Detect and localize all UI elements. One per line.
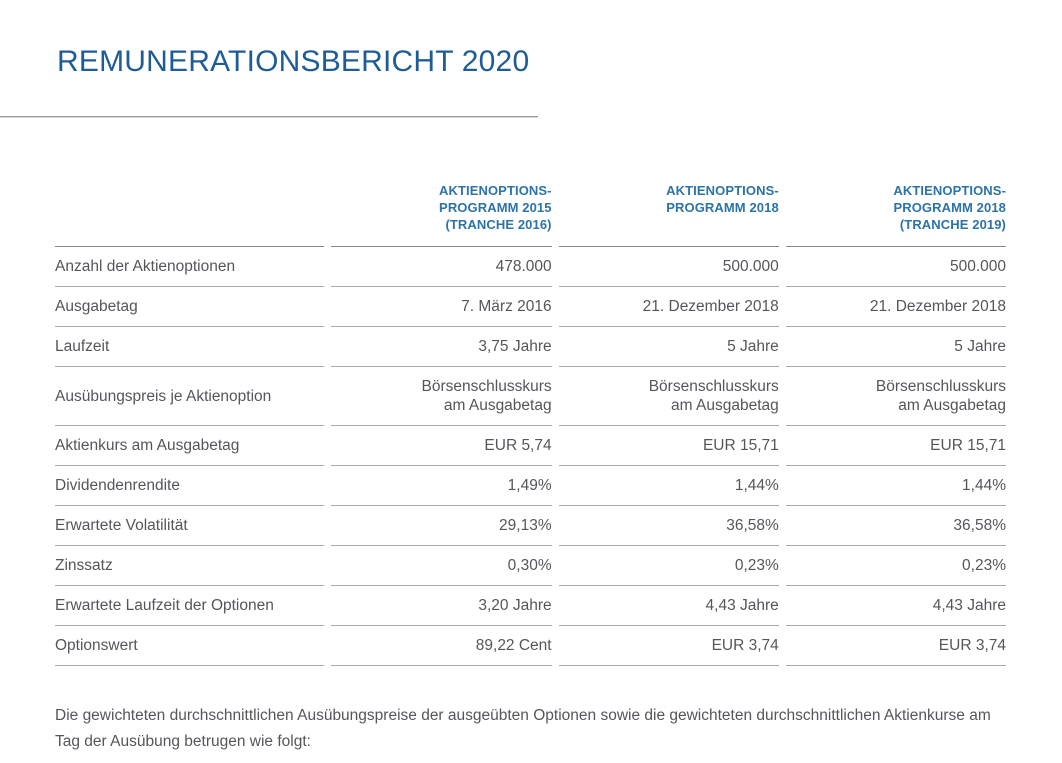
- row-value: Börsenschlusskurs am Ausgabetag: [331, 367, 552, 426]
- table-header-row: AKTIENOPTIONS- PROGRAMM 2015 (TRANCHE 20…: [55, 182, 1006, 247]
- page-title: REMUNERATIONSBERICHT 2020: [57, 45, 530, 78]
- row-value: EUR 15,71: [558, 426, 779, 466]
- column-header-empty: [55, 182, 325, 247]
- stock-options-table: AKTIENOPTIONS- PROGRAMM 2015 (TRANCHE 20…: [48, 182, 1013, 666]
- row-label: Anzahl der Aktienoptionen: [55, 247, 325, 287]
- table-row: Erwartete Laufzeit der Optionen 3,20 Jah…: [55, 586, 1006, 626]
- column-header-programm-2015: AKTIENOPTIONS- PROGRAMM 2015 (TRANCHE 20…: [331, 182, 552, 247]
- table-row: Aktienkurs am Ausgabetag EUR 5,74 EUR 15…: [55, 426, 1006, 466]
- row-value: 89,22 Cent: [331, 626, 552, 666]
- row-value: 7. März 2016: [331, 287, 552, 327]
- table-row: Ausübungspreis je Aktienoption Börsensch…: [55, 367, 1006, 426]
- row-value: 5 Jahre: [558, 327, 779, 367]
- row-label: Laufzeit: [55, 327, 325, 367]
- row-value: 1,44%: [558, 466, 779, 506]
- table-row: Laufzeit 3,75 Jahre 5 Jahre 5 Jahre: [55, 327, 1006, 367]
- row-value: Börsenschlusskurs am Ausgabetag: [785, 367, 1006, 426]
- row-value: 1,44%: [785, 466, 1006, 506]
- row-value: EUR 3,74: [785, 626, 1006, 666]
- table-row: Ausgabetag 7. März 2016 21. Dezember 201…: [55, 287, 1006, 327]
- row-value: 0,23%: [785, 546, 1006, 586]
- row-value: 29,13%: [331, 506, 552, 546]
- row-value: 1,49%: [331, 466, 552, 506]
- row-value: EUR 15,71: [785, 426, 1006, 466]
- footer-paragraph: Die gewichteten durchschnittlichen Ausüb…: [55, 707, 991, 750]
- row-label: Dividendenrendite: [55, 466, 325, 506]
- row-value: 500.000: [558, 247, 779, 287]
- row-value: 36,58%: [785, 506, 1006, 546]
- row-value: EUR 3,74: [558, 626, 779, 666]
- table-row: Anzahl der Aktienoptionen 478.000 500.00…: [55, 247, 1006, 287]
- row-value: 500.000: [785, 247, 1006, 287]
- row-label: Optionswert: [55, 626, 325, 666]
- row-value: 5 Jahre: [785, 327, 1006, 367]
- row-value: 21. Dezember 2018: [558, 287, 779, 327]
- row-value: 21. Dezember 2018: [785, 287, 1006, 327]
- title-divider: [0, 116, 538, 118]
- row-value: Börsenschlusskurs am Ausgabetag: [558, 367, 779, 426]
- row-label: Erwartete Laufzeit der Optionen: [55, 586, 325, 626]
- row-value: 4,43 Jahre: [558, 586, 779, 626]
- row-value: 4,43 Jahre: [785, 586, 1006, 626]
- row-value: 3,75 Jahre: [331, 327, 552, 367]
- table-row: Erwartete Volatilität 29,13% 36,58% 36,5…: [55, 506, 1006, 546]
- row-label: Erwartete Volatilität: [55, 506, 325, 546]
- row-value: EUR 5,74: [331, 426, 552, 466]
- table-row: Dividendenrendite 1,49% 1,44% 1,44%: [55, 466, 1006, 506]
- column-header-programm-2018: AKTIENOPTIONS- PROGRAMM 2018: [558, 182, 779, 247]
- row-value: 478.000: [331, 247, 552, 287]
- row-label: Zinssatz: [55, 546, 325, 586]
- row-label: Ausgabetag: [55, 287, 325, 327]
- row-value: 0,30%: [331, 546, 552, 586]
- table-row: Zinssatz 0,30% 0,23% 0,23%: [55, 546, 1006, 586]
- table-row: Optionswert 89,22 Cent EUR 3,74 EUR 3,74: [55, 626, 1006, 666]
- row-label: Aktienkurs am Ausgabetag: [55, 426, 325, 466]
- column-header-programm-2018-tranche-2019: AKTIENOPTIONS- PROGRAMM 2018 (TRANCHE 20…: [785, 182, 1006, 247]
- row-value: 3,20 Jahre: [331, 586, 552, 626]
- stock-options-table-section: AKTIENOPTIONS- PROGRAMM 2015 (TRANCHE 20…: [48, 182, 1015, 666]
- row-value: 0,23%: [558, 546, 779, 586]
- row-value: 36,58%: [558, 506, 779, 546]
- row-label: Ausübungspreis je Aktienoption: [55, 367, 325, 426]
